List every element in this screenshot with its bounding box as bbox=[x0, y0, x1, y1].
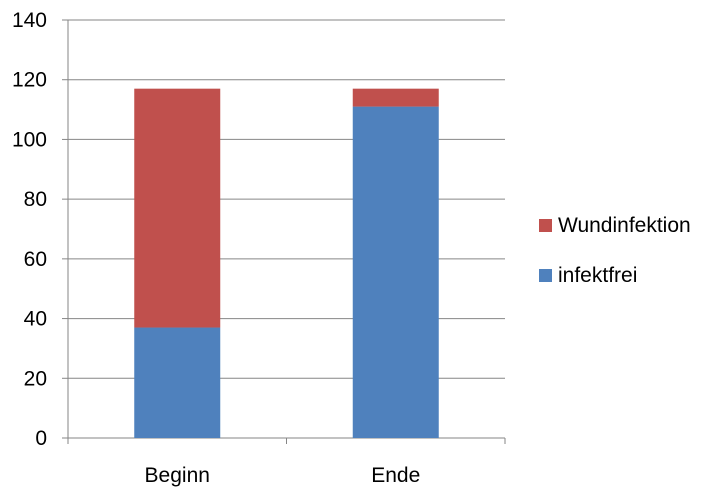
y-tick-label: 120 bbox=[12, 69, 47, 92]
y-tick-label: 20 bbox=[24, 367, 47, 390]
bar-infektfrei-beginn bbox=[134, 327, 221, 438]
y-tick-label: 40 bbox=[24, 308, 47, 331]
bar-wundinfektion-beginn bbox=[134, 88, 221, 328]
y-axis-ticks: 0 20 40 60 80 100 120 140 bbox=[12, 9, 68, 450]
legend: Wundinfektion infektfrei bbox=[539, 214, 691, 287]
x-category-label: Ende bbox=[371, 464, 420, 487]
y-tick-label: 140 bbox=[12, 9, 47, 32]
y-tick-label: 100 bbox=[12, 128, 47, 151]
y-tick-label: 0 bbox=[35, 427, 47, 450]
legend-label-wundinfektion: Wundinfektion bbox=[558, 214, 691, 237]
bars bbox=[134, 88, 439, 438]
y-tick-label: 60 bbox=[24, 248, 47, 271]
x-category-label: Beginn bbox=[145, 464, 210, 487]
gridlines bbox=[68, 19, 505, 379]
legend-swatch-wundinfektion bbox=[539, 219, 552, 232]
legend-label-infektfrei: infektfrei bbox=[558, 264, 637, 287]
y-tick-label: 80 bbox=[24, 188, 47, 211]
bar-infektfrei-ende bbox=[352, 106, 439, 438]
bar-wundinfektion-ende bbox=[352, 88, 439, 107]
legend-swatch-infektfrei bbox=[539, 269, 552, 282]
x-axis-labels: Beginn Ende bbox=[145, 464, 421, 487]
